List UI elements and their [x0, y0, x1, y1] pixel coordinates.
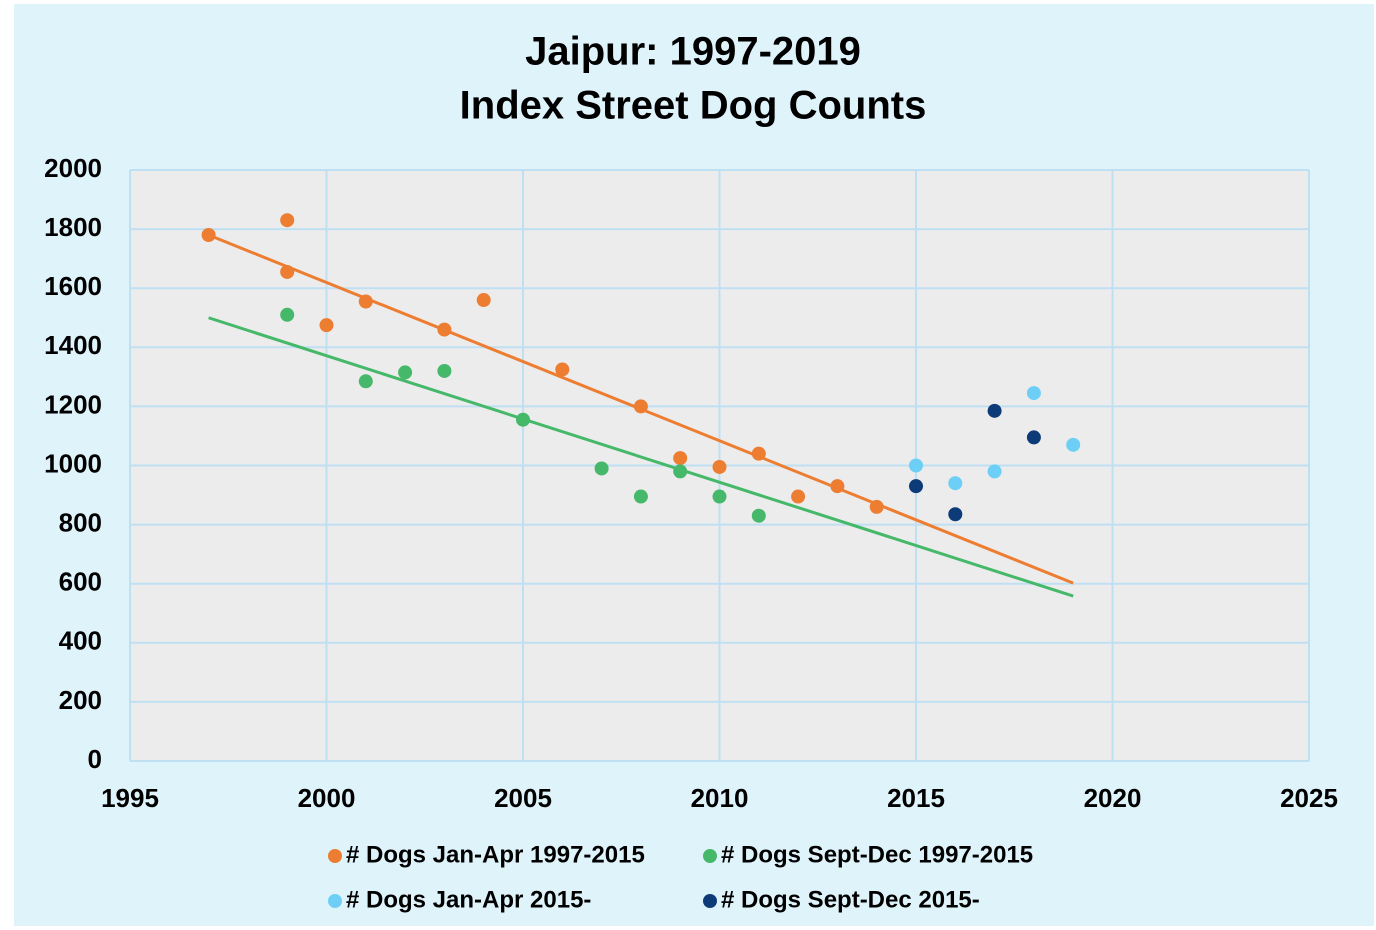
y-tick-label: 1000: [44, 448, 102, 478]
data-point: [1026, 430, 1041, 445]
x-tick-label: 2020: [1084, 783, 1142, 813]
data-point: [712, 489, 727, 504]
x-tick-label: 2015: [887, 783, 945, 813]
data-point: [633, 399, 648, 414]
data-point: [555, 362, 570, 377]
legend-label: # Dogs Sept-Dec 2015-: [721, 886, 980, 913]
data-point: [398, 365, 413, 380]
data-point: [948, 476, 963, 491]
data-point: [987, 464, 1002, 479]
data-point: [909, 458, 923, 473]
trendline: [208, 316, 1074, 598]
legend-marker: [703, 894, 717, 908]
y-tick-label: 0: [88, 744, 102, 774]
legend-label: # Dogs Jan-Apr 2015-: [346, 886, 591, 913]
data-point: [751, 508, 766, 523]
x-tick-label: 1995: [101, 783, 159, 813]
data-point: [1066, 437, 1081, 452]
data-point: [673, 464, 688, 479]
y-tick-label: 400: [59, 626, 102, 656]
data-point: [791, 489, 806, 504]
chart-title: Jaipur: 1997-2019: [525, 30, 861, 74]
chart-title: Index Street Dog Counts: [460, 84, 927, 128]
x-tick-label: 2005: [494, 783, 552, 813]
data-point: [712, 459, 727, 474]
data-point: [201, 228, 216, 243]
data-point: [437, 322, 452, 337]
y-tick-label: 1600: [44, 271, 102, 301]
data-point: [319, 318, 334, 333]
data-point: [516, 412, 530, 427]
legend-label: # Dogs Jan-Apr 1997-2015: [346, 841, 645, 868]
x-tick-label: 2025: [1280, 783, 1338, 813]
data-point: [751, 446, 766, 461]
data-point: [1026, 386, 1041, 401]
x-tick-label: 2000: [298, 783, 356, 813]
data-point: [358, 294, 373, 309]
legend-marker: [328, 849, 342, 863]
data-point: [673, 451, 688, 466]
y-tick-label: 1400: [44, 330, 102, 360]
legend-marker: [328, 894, 342, 908]
y-tick-label: 200: [59, 685, 102, 715]
y-tick-label: 1800: [44, 212, 102, 242]
data-point: [987, 403, 1002, 418]
data-point: [830, 479, 845, 494]
data-point: [869, 499, 884, 514]
data-point: [594, 461, 609, 476]
data-point: [633, 489, 648, 504]
data-point: [358, 374, 373, 389]
data-point: [476, 293, 491, 308]
data-point: [437, 363, 452, 378]
data-point: [280, 307, 295, 322]
data-point: [280, 264, 295, 279]
y-tick-label: 2000: [44, 153, 102, 183]
legend-label: # Dogs Sept-Dec 1997-2015: [721, 841, 1033, 868]
data-point: [909, 479, 923, 494]
y-tick-label: 1200: [44, 389, 102, 419]
y-tick-label: 800: [59, 507, 102, 537]
x-tick-label: 2010: [691, 783, 749, 813]
data-point: [280, 213, 295, 228]
y-tick-label: 600: [59, 567, 102, 597]
data-point: [948, 507, 963, 522]
legend-marker: [703, 849, 717, 863]
